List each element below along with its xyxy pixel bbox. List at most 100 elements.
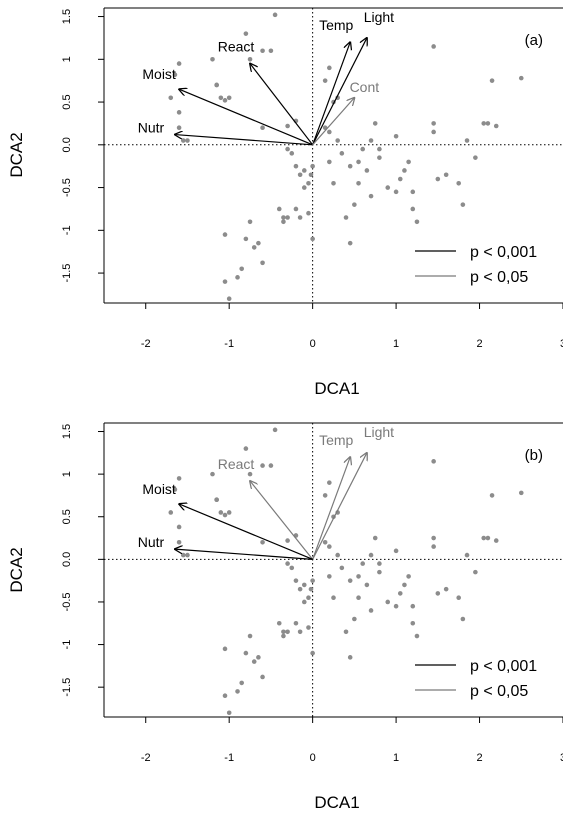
- data-point: [226, 510, 232, 515]
- x-tick-label: -1: [224, 752, 234, 764]
- data-point: [281, 633, 286, 639]
- data-point: [268, 463, 274, 468]
- data-point: [239, 680, 244, 686]
- vector-label-react: React: [218, 39, 255, 55]
- data-point: [372, 121, 378, 126]
- data-point: [331, 595, 336, 600]
- data-point: [289, 151, 295, 156]
- data-point: [343, 215, 349, 220]
- data-point: [310, 236, 315, 242]
- data-point: [247, 633, 253, 639]
- y-tick-label: -0.5: [61, 178, 73, 197]
- vector-arrow-react: [250, 481, 314, 560]
- data-point: [297, 586, 303, 592]
- data-point: [297, 215, 303, 220]
- data-point: [243, 236, 249, 242]
- data-point: [285, 538, 290, 543]
- data-point: [285, 561, 290, 566]
- data-point: [260, 463, 265, 468]
- data-point: [276, 206, 282, 212]
- vector-arrow-light: [312, 453, 367, 560]
- data-point: [310, 650, 315, 656]
- chart-panel-a: -2 -1 0 1 2 3 -1.5 -1 -0.5 0.0 0.5 1 1.5 DCA1 DCA2 (a) L…: [7, 7, 563, 398]
- legend-label: p < 0,05: [470, 269, 528, 286]
- data-point: [327, 129, 332, 135]
- data-point: [260, 674, 265, 680]
- data-point: [343, 629, 349, 635]
- y-tick-label: 1: [61, 471, 73, 477]
- data-point: [297, 629, 303, 635]
- data-point: [347, 240, 353, 246]
- panel-label: (a): [525, 32, 543, 49]
- data-point: [226, 95, 232, 101]
- data-point: [176, 125, 182, 131]
- data-point: [306, 180, 311, 186]
- data-point: [377, 155, 382, 160]
- x-tick-label: 3: [560, 752, 563, 764]
- data-point: [306, 210, 311, 216]
- data-point: [485, 121, 491, 126]
- data-point: [456, 180, 461, 186]
- data-point: [185, 552, 190, 558]
- x-axis-title: DCA1: [314, 379, 359, 398]
- x-tick-label: 0: [310, 752, 316, 764]
- data-point: [364, 582, 370, 588]
- data-point: [260, 260, 265, 266]
- data-point: [435, 176, 441, 182]
- legend-label: p < 0,001: [470, 658, 537, 675]
- data-point: [172, 487, 178, 492]
- vector-arrow-temp: [312, 457, 351, 560]
- data-point: [356, 159, 361, 165]
- vector-label-temp: Temp: [319, 17, 353, 33]
- x-axis-title: DCA1: [314, 793, 359, 812]
- data-point: [239, 266, 244, 272]
- data-point: [180, 138, 186, 143]
- data-point: [410, 189, 416, 195]
- data-point: [222, 693, 228, 698]
- data-point: [293, 206, 299, 212]
- data-point: [410, 206, 416, 212]
- data-point: [281, 215, 286, 220]
- data-point: [247, 219, 253, 225]
- vector-arrow-light: [312, 38, 367, 146]
- data-point: [322, 540, 328, 545]
- vector-label-light: Light: [364, 9, 394, 25]
- data-point: [285, 629, 290, 635]
- data-point: [356, 595, 361, 600]
- data-point: [368, 193, 374, 199]
- data-point: [460, 202, 466, 207]
- data-point: [335, 138, 340, 143]
- y-axis-title: DCA2: [7, 547, 26, 592]
- vector-label-light: Light: [364, 424, 394, 440]
- data-point: [360, 561, 366, 566]
- data-point: [168, 95, 174, 101]
- vector-arrow-temp: [312, 42, 351, 146]
- y-tick-label: 1: [61, 56, 73, 62]
- data-point: [485, 535, 491, 541]
- data-point: [289, 565, 295, 571]
- data-point: [406, 574, 411, 579]
- data-point: [285, 123, 290, 129]
- data-point: [247, 57, 253, 62]
- data-point: [285, 215, 290, 220]
- data-point: [185, 138, 190, 143]
- data-point: [222, 512, 228, 518]
- data-point: [481, 121, 487, 126]
- data-point: [310, 578, 315, 583]
- y-tick-label: 0.0: [61, 552, 73, 567]
- data-point: [518, 490, 524, 496]
- data-point: [260, 540, 265, 545]
- data-point: [176, 476, 182, 481]
- data-point: [327, 65, 332, 71]
- legend: p < 0,001 p < 0,05: [415, 658, 537, 700]
- data-point: [393, 603, 399, 609]
- data-point: [260, 125, 265, 131]
- data-point: [281, 629, 286, 635]
- data-point: [180, 552, 186, 558]
- x-tick-label: 2: [476, 752, 482, 764]
- data-point: [364, 168, 370, 173]
- data-point: [456, 595, 461, 600]
- data-point: [293, 620, 299, 626]
- vector-arrow-cont: [312, 98, 355, 146]
- data-point: [489, 78, 495, 83]
